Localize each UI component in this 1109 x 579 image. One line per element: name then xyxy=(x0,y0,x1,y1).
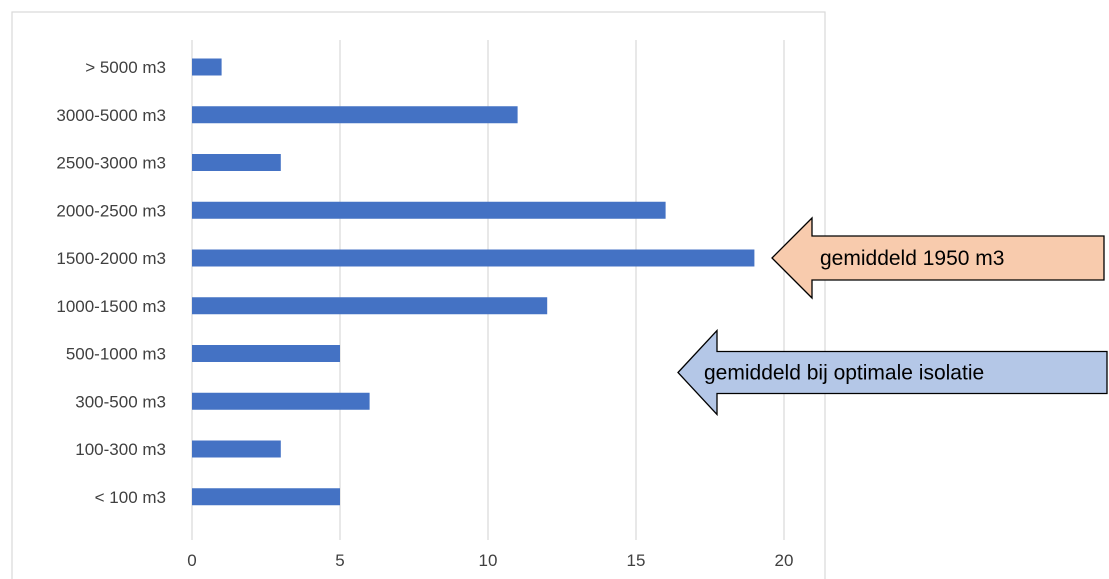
callout-text-1: gemiddeld 1950 m3 xyxy=(820,247,1004,270)
x-tick-label-0: 0 xyxy=(187,551,196,570)
bar-300-500-m3 xyxy=(192,392,370,410)
category-label-5000-m3: > 5000 m3 xyxy=(85,58,166,77)
bar-100-300-m3 xyxy=(192,440,281,458)
category-label-3000-5000-m3: 3000-5000 m3 xyxy=(56,106,166,125)
bars xyxy=(192,58,755,506)
bar-1500-2000-m3 xyxy=(192,249,755,267)
category-label-1000-1500-m3: 1000-1500 m3 xyxy=(56,297,166,316)
category-label-300-500-m3: 300-500 m3 xyxy=(75,392,166,411)
bar-2500-3000-m3 xyxy=(192,154,281,171)
category-labels: < 100 m3 100-300 m3 300-500 m3 500-1000 m3 1… xyxy=(56,58,166,507)
callout-arrow-2 xyxy=(677,328,1108,417)
bar-500-1000-m3 xyxy=(192,345,340,362)
bar-5000-m3 xyxy=(192,58,222,76)
category-label-1500-2000-m3: 1500-2000 m3 xyxy=(56,249,166,268)
callout-2: gemiddeld bij optimale isolatie xyxy=(677,328,1108,417)
category-label-2000-2500-m3: 2000-2500 m3 xyxy=(56,201,166,220)
x-tick-label-20: 20 xyxy=(775,551,794,570)
x-tick-label-15: 15 xyxy=(627,551,646,570)
category-label-100-300-m3: 100-300 m3 xyxy=(75,440,166,459)
bar-2000-2500-m3 xyxy=(192,201,666,219)
callouts: gemiddeld 1950 m3 gemiddeld bij optimale … xyxy=(677,216,1108,417)
x-tick-label-10: 10 xyxy=(479,551,498,570)
bar-1000-1500-m3 xyxy=(192,297,548,315)
x-tick-label-5: 5 xyxy=(335,551,344,570)
callout-text-2: gemiddeld bij optimale isolatie xyxy=(704,362,984,385)
bar-100-m3 xyxy=(192,488,340,506)
category-label-2500-3000-m3: 2500-3000 m3 xyxy=(56,154,166,173)
bar-3000-5000-m3 xyxy=(192,106,518,124)
callout-1: gemiddeld 1950 m3 xyxy=(771,216,1105,300)
x-tick-labels: 0 5 10 15 20 xyxy=(187,551,793,570)
category-label-100-m3: < 100 m3 xyxy=(95,488,166,507)
category-label-500-1000-m3: 500-1000 m3 xyxy=(66,345,166,364)
callout-arrow-1 xyxy=(771,216,1105,300)
